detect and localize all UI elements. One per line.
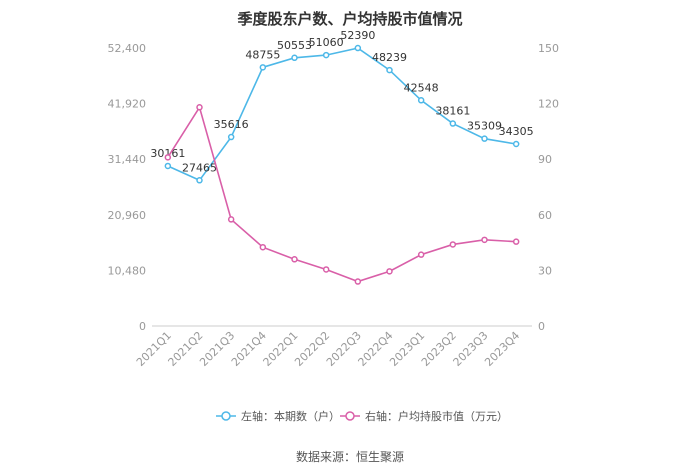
households-data-label: 34305: [499, 125, 534, 138]
households-data-label: 51060: [309, 36, 344, 49]
households-data-label: 35616: [214, 118, 249, 131]
households-data-point: [386, 66, 393, 74]
households-data-point: [481, 135, 488, 142]
right-axis-tick-label: 0: [538, 320, 545, 333]
legend-households-marker: [221, 411, 231, 421]
households-data-point: [196, 177, 203, 184]
households-data-label: 42548: [404, 81, 439, 94]
holding-value-data-point: [164, 154, 172, 161]
right-axis-tick-label: 60: [538, 209, 552, 222]
households-data-label: 50553: [277, 39, 312, 52]
legend-holding-value-marker: [345, 411, 355, 421]
right-axis-tick-label: 120: [538, 98, 559, 111]
households-data-point: [512, 140, 520, 148]
holding-value-data-point: [354, 278, 362, 285]
right-axis-tick-label: 90: [538, 153, 552, 166]
households-data-label: 52390: [340, 29, 375, 42]
holding-value-data-point: [512, 238, 520, 245]
households-data-point: [259, 64, 267, 71]
holding-value-data-point: [196, 104, 203, 111]
data-source: 数据来源：恒生聚源: [295, 450, 404, 464]
left-axis-tick-label: 0: [139, 320, 146, 333]
holding-value-data-point: [291, 256, 298, 263]
holding-value-series-line: [167, 105, 517, 283]
x-axis-tick-label: 2023Q4: [482, 329, 522, 369]
holding-value-data-point: [481, 236, 488, 244]
households-series-line: [167, 47, 517, 182]
holding-value-data-point: [417, 251, 425, 258]
left-axis-tick-label: 52,400: [108, 42, 147, 55]
holding-value-data-point: [449, 241, 457, 248]
left-axis-tick-label: 31,440: [108, 153, 147, 166]
legend-households-label: 左轴：本期数（户）: [241, 409, 340, 423]
households-data-point: [449, 120, 457, 127]
households-data-label: 48755: [245, 48, 280, 61]
households-data-point: [417, 97, 425, 104]
households-data-point: [354, 44, 362, 52]
households-data-point: [227, 133, 235, 141]
households-data-label: 48239: [372, 51, 407, 64]
households-data-label: 27465: [182, 161, 217, 174]
holding-value-data-point: [322, 266, 330, 273]
left-axis-tick-label: 41,920: [108, 98, 147, 111]
households-data-label: 38161: [435, 105, 470, 118]
left-axis-tick-label: 10,480: [108, 264, 147, 277]
legend-holding-value-label: 右轴：户均持股市值（万元）: [365, 409, 508, 423]
households-data-point: [291, 54, 298, 62]
households-data-label: 35309: [467, 120, 502, 133]
left-axis-tick-label: 20,960: [108, 209, 147, 222]
holding-value-data-point: [386, 268, 393, 275]
right-axis-tick-label: 150: [538, 42, 559, 55]
households-data-point: [164, 162, 172, 170]
households-data-point: [322, 51, 330, 59]
holding-value-data-point: [227, 216, 235, 223]
right-axis-tick-label: 30: [538, 264, 552, 277]
holding-value-data-point: [259, 243, 267, 251]
chart-title: 季度股东户数、户均持股市值情况: [237, 10, 463, 28]
households-data-label: 30161: [150, 147, 185, 160]
